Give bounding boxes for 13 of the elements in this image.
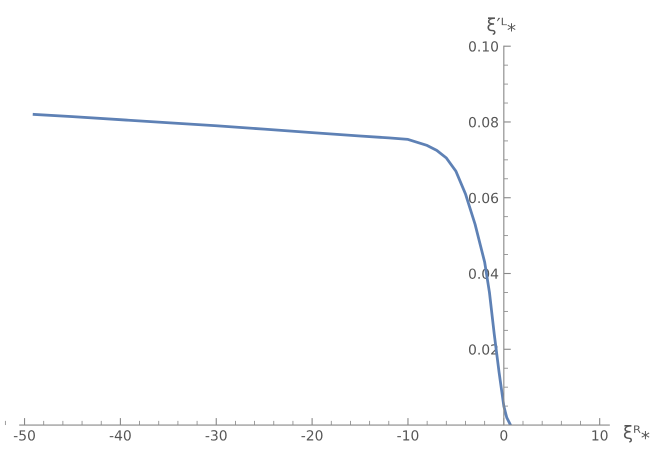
y-tick-label: 0.06 — [468, 192, 498, 204]
x-axis-title: ξᴿ⁎ — [624, 425, 650, 443]
x-tick-label: -20 — [301, 430, 323, 441]
y-tick-label: 0.08 — [468, 116, 498, 128]
x-tick-label: -40 — [110, 430, 131, 441]
x-tick-label: -50 — [14, 430, 35, 441]
x-tick-label: -30 — [206, 430, 227, 441]
y-axis-title: ξ′ᴸ⁎ — [487, 17, 516, 35]
x-tick-label: 10 — [592, 430, 608, 441]
line-series — [32, 113, 512, 426]
x-tick-label: 0 — [500, 430, 508, 441]
y-tick-label: 0.10 — [468, 41, 498, 52]
x-tick-label: -10 — [397, 430, 418, 441]
